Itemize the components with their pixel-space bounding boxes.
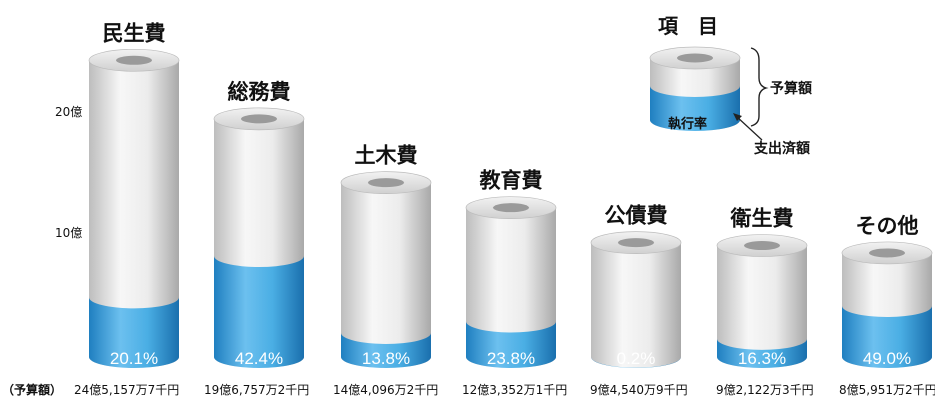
- bar-cylinder: 公債費 0.2%: [590, 204, 682, 368]
- execution-rate-label: 49.0%: [863, 349, 911, 368]
- budget-label: 14億4,096万2千円: [333, 383, 438, 397]
- bar-spent-fill: [717, 338, 807, 368]
- category-label: 民生費: [103, 21, 166, 45]
- bar-top-hole: [744, 241, 780, 251]
- bar-budget-body: [717, 245, 807, 368]
- legend-spent-arrow: [735, 115, 763, 141]
- bar-spent-fill: [466, 321, 556, 368]
- bar-budget-body: [466, 207, 556, 368]
- legend-title: 項 目: [658, 14, 718, 38]
- y-tick-label: 20億: [55, 105, 82, 119]
- execution-rate-label: 23.8%: [487, 349, 535, 368]
- bar-cylinder: 土木費 13.8%: [340, 144, 432, 368]
- budget-prefix: （予算額）: [2, 382, 62, 397]
- category-label: 衛生費: [730, 207, 794, 231]
- legend-spent-label: 支出済額: [753, 140, 810, 157]
- execution-rate-label: 20.1%: [110, 349, 158, 368]
- budget-label: 24億5,157万7千円: [74, 383, 179, 397]
- y-axis-ticks: 20億 10億: [55, 105, 82, 240]
- category-label: その他: [856, 214, 919, 238]
- budget-label: 12億3,352万1千円: [462, 383, 567, 397]
- budget-label: 19億6,757万2千円: [204, 383, 309, 397]
- bar-cylinder: その他 49.0%: [841, 214, 933, 368]
- execution-rate-label: 42.4%: [235, 349, 283, 368]
- category-label: 公債費: [605, 204, 668, 228]
- execution-rate-label: 13.8%: [362, 349, 410, 368]
- budget-label: 8億5,951万2千円: [839, 383, 935, 397]
- legend-rate-label: 執行率: [668, 116, 707, 132]
- execution-rate-label: 16.3%: [738, 349, 786, 368]
- y-tick-label: 10億: [55, 226, 82, 240]
- category-label: 教育費: [480, 169, 543, 193]
- bar-top-hole: [116, 55, 152, 65]
- legend-budget-brace: [750, 47, 769, 127]
- budget-label: 9億2,122万3千円: [716, 383, 814, 397]
- budget-row: （予算額） 24億5,157万7千円 19億6,757万2千円 14億4,096…: [2, 382, 935, 397]
- bar-cylinder: 衛生費 16.3%: [716, 207, 808, 368]
- bar-top-hole: [618, 238, 654, 248]
- bar-cylinder: 総務費 42.4%: [213, 80, 305, 368]
- legend-spent-arrowhead: [733, 113, 742, 121]
- bar-budget-body: [591, 242, 681, 368]
- bar-spent-fill: [842, 306, 932, 368]
- bar-cylinder: 教育費 23.8%: [465, 169, 557, 368]
- bar-budget-body: [341, 182, 431, 368]
- legend: 項 目 執行率 予算額 支出済額: [649, 14, 812, 157]
- bar-series: 民生費 20.1% 総務費 42.4% 土木費 13.8% 教育費 23.8% 公債費 0.2% 衛…: [88, 21, 933, 369]
- execution-rate-label: 0.2%: [617, 349, 656, 368]
- bar-top-hole: [493, 203, 529, 213]
- bar-top-hole: [368, 178, 404, 188]
- budget-label: 9億4,540万9千円: [590, 383, 688, 397]
- category-label: 総務費: [228, 80, 291, 104]
- bar-spent-fill: [89, 297, 179, 368]
- category-label: 土木費: [355, 144, 418, 168]
- bar-top-hole: [241, 114, 277, 124]
- bar-cylinder: 民生費 20.1%: [88, 21, 180, 369]
- bar-spent-fill: [341, 332, 431, 368]
- bar-spent-fill: [214, 256, 304, 368]
- bar-top-hole: [869, 248, 905, 258]
- bar-budget-body: [89, 60, 179, 369]
- legend-cylinder: [649, 46, 741, 131]
- legend-budget-label: 予算額: [770, 80, 812, 97]
